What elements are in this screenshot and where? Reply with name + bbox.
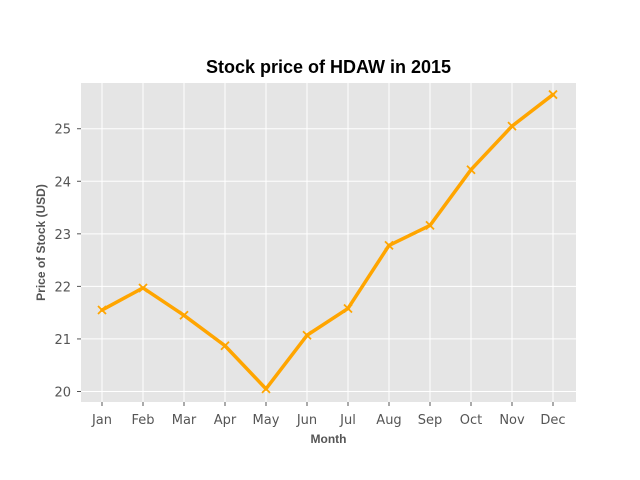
y-tick-label: 24 [54, 175, 71, 190]
tick-marks [77, 128, 554, 406]
x-tick-label: Jan [91, 413, 112, 428]
y-tick-label: 20 [54, 385, 71, 400]
x-tick-label: Mar [172, 413, 197, 428]
y-axis-label: Price of Stock (USD) [34, 184, 48, 301]
x-tick-label: May [253, 413, 280, 428]
data-point-marker [302, 330, 312, 340]
grid-lines [81, 83, 576, 402]
x-tick-label: Nov [499, 413, 525, 428]
x-axis-label: Month [311, 432, 347, 446]
x-tick-label: Jul [339, 413, 356, 428]
data-point-marker [220, 341, 230, 351]
series-markers [97, 89, 558, 394]
plot-area [81, 83, 576, 402]
data-point-marker [261, 384, 271, 394]
x-tick-labels: Jan Feb Mar Apr May Jun Jul Aug Sep Oct Nov Dec [91, 413, 566, 428]
data-point-marker [507, 121, 517, 131]
x-tick-label: Sep [418, 413, 443, 428]
data-point-marker [384, 240, 394, 251]
y-tick-label: 22 [54, 280, 71, 295]
x-tick-label: Oct [460, 413, 482, 428]
data-point-marker [97, 305, 107, 315]
x-tick-label: Feb [131, 413, 154, 428]
data-point-marker [343, 303, 353, 314]
data-point-marker [466, 165, 476, 175]
y-tick-label: 21 [54, 333, 71, 348]
x-tick-label: Dec [540, 413, 565, 428]
x-tick-label: Aug [376, 413, 401, 428]
data-point-marker [179, 310, 189, 320]
series-line [100, 92, 555, 391]
chart-title: Stock price of HDAW in 2015 [206, 57, 451, 77]
y-tick-label: 25 [54, 123, 71, 138]
data-point-marker [425, 220, 435, 231]
y-tick-label: 23 [54, 228, 71, 243]
series-line-path [100, 92, 555, 391]
x-tick-label: Jun [296, 413, 317, 428]
data-point-marker [548, 89, 558, 100]
data-point-marker [138, 283, 148, 293]
y-tick-labels: 20 21 22 23 24 25 [54, 123, 71, 401]
x-tick-label: Apr [214, 413, 237, 428]
